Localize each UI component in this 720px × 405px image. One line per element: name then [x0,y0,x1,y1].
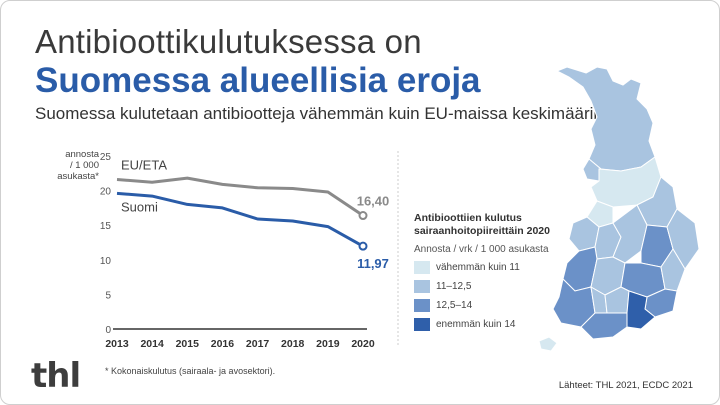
map-region-lansi-pohja [582,158,602,182]
legend-swatch [414,298,430,312]
thl-logo: thl [31,356,81,396]
map-region-lappi [555,66,656,172]
y-axis-label: / 1 000 [70,160,99,171]
x-tick-label: 2013 [105,338,129,350]
y-axis-label: asukasta* [57,171,99,182]
series-line-1 [116,191,364,248]
x-tick-label: 2015 [176,338,200,350]
series-name-label: Suomi [121,199,158,214]
series-end-label: 16,40 [357,194,390,209]
series-name-label: EU/ETA [121,158,167,173]
legend-swatch [414,279,430,293]
map-region-ahvenanmaa [538,336,558,352]
map-legend-item: vähemmän kuin 11 [414,260,584,274]
x-tick-label: 2020 [351,338,375,350]
title-line-1: Antibioottikulutuksessa on [35,23,422,60]
y-tick-label: 15 [100,221,112,232]
series-end-marker [358,211,368,221]
map-legend-title-1: Antibioottiien kulutus [414,212,522,224]
x-tick-label: 2017 [246,338,270,350]
map-region-keski-suomi [612,204,648,264]
map-legend-item: 12,5–14 [414,298,584,312]
legend-label: 11–12,5 [436,280,472,292]
x-tick-label: 2014 [140,338,164,350]
y-tick-label: 25 [100,152,112,163]
y-tick-label: 20 [100,187,112,198]
legend-swatch [414,317,430,331]
map-legend: Antibioottiien kulutus sairaanhoitopiire… [414,212,584,331]
map-legend-unit: Annosta / vrk / 1 000 asukasta [414,244,549,255]
y-axis-label: annosta [65,149,100,160]
map-region-kymenlaakso [626,290,656,330]
legend-swatch [414,260,430,274]
title-line-2: Suomessa alueellisia eroja [35,61,481,100]
x-tick-label: 2019 [316,338,340,350]
map-legend-item: enemmän kuin 14 [414,317,584,331]
y-tick-label: 5 [105,290,111,301]
map-legend-title-2: sairaanhoitopiireittäin 2020 [414,225,550,237]
y-tick-label: 0 [105,325,111,336]
series-end-label: 11,97 [357,256,389,271]
legend-label: 12,5–14 [436,299,473,311]
y-tick-label: 10 [100,256,112,267]
legend-label: enemmän kuin 14 [436,318,516,330]
map-region-hus [580,312,628,340]
series-end-marker [358,241,368,251]
map-regions [538,66,700,352]
map-legend-item: 11–12,5 [414,279,584,293]
legend-label: vähemmän kuin 11 [436,261,520,273]
series-line-0 [116,176,364,217]
subtitle: Suomessa kulutetaan antibiootteja vähemm… [35,104,608,123]
map-region-ita-savo [660,248,686,292]
x-tick-label: 2016 [211,338,235,350]
footnote: * Kokonaiskulutus (sairaala- ja avosekto… [105,366,276,376]
x-tick-label: 2018 [281,338,305,350]
source: Lähteet: THL 2021, ECDC 2021 [558,380,693,391]
